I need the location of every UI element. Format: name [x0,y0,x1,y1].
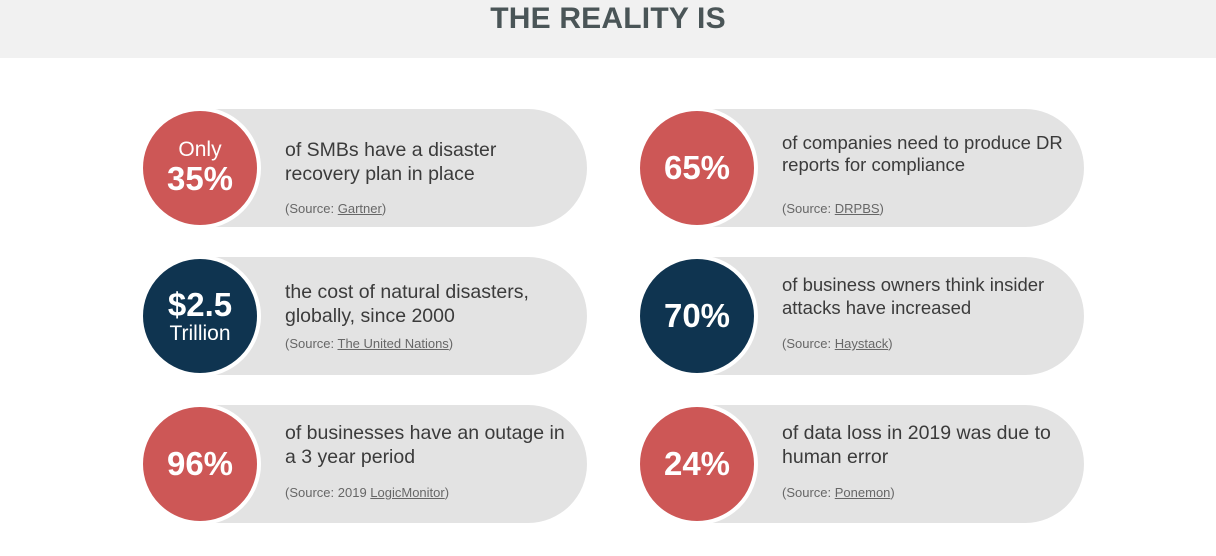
stat-pill [694,109,1084,227]
stat-description: of companies need to produce DR reports … [782,132,1063,175]
stat-description: of data loss in 2019 was due to human er… [782,422,1051,468]
stat-circle: 65% [636,107,758,229]
stat-pill [197,109,587,227]
stat-card-insider-attacks: 70% of business owners think insider att… [636,255,1084,377]
source-link[interactable]: Ponemon [834,485,891,500]
stat-circle: Only 35% [139,107,261,229]
stat-description: of SMBs have a disaster recovery plan in… [285,139,497,185]
stat-circle: $2.5 Trillion [139,255,261,377]
stat-source: (Source: Ponemon) [782,485,895,500]
stat-card-natural-disasters: $2.5 Trillion the cost of natural disast… [139,255,587,377]
stat-value: 96% [166,445,234,482]
stat-source: (Source: DRPBS) [782,201,884,216]
stat-description: of business owners think insider attacks… [782,274,1045,318]
page-title: THE REALITY IS [490,2,726,35]
stat-description: the cost of natural disasters, globally,… [285,281,529,327]
stat-circle: 70% [636,255,758,377]
source-link[interactable]: Haystack [834,336,889,351]
stat-value: 70% [663,297,731,334]
stat-suffix: Trillion [169,322,231,345]
stat-card-smb-plan: Only 35% of SMBs have a disaster recover… [139,107,587,229]
stat-circle: 96% [139,403,261,525]
stat-source: (Source: 2019 LogicMonitor) [285,485,450,500]
stat-pill [197,257,587,375]
source-link[interactable]: Gartner [337,201,382,216]
source-link[interactable]: DRPBS [834,201,880,216]
stat-pill [694,257,1084,375]
stat-card-outage: 96% of businesses have an outage in a 3 … [139,403,587,525]
stat-value: $2.5 [167,286,233,323]
stat-source: (Source: Haystack) [782,336,893,351]
stat-prefix: Only [178,138,222,161]
stat-pill [197,405,587,523]
stat-pill [694,405,1084,523]
stat-circle: 24% [636,403,758,525]
stat-source: (Source: The United Nations) [285,336,454,351]
stat-source: (Source: Gartner) [285,201,387,216]
source-link[interactable]: LogicMonitor [370,485,445,500]
stat-value: 35% [166,160,234,197]
source-link[interactable]: The United Nations [337,336,449,351]
stat-card-compliance: 65% of companies need to produce DR repo… [636,107,1084,229]
stat-card-human-error: 24% of data loss in 2019 was due to huma… [636,403,1084,525]
stat-value: 24% [663,445,731,482]
stat-description: of businesses have an outage in a 3 year… [285,422,565,468]
page-header: THE REALITY IS [0,0,1216,58]
stat-value: 65% [663,149,731,186]
